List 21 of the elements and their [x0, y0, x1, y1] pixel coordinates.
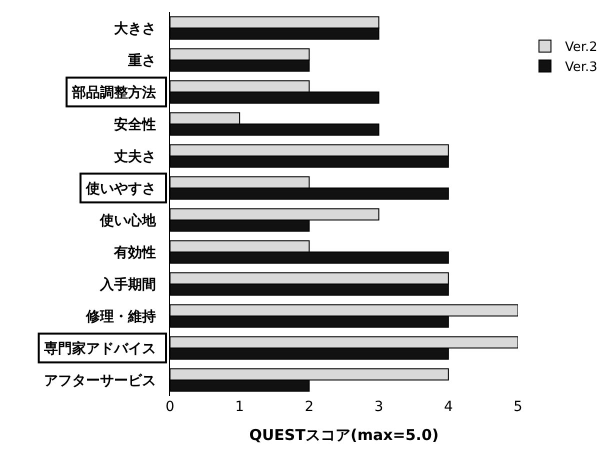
x-tick-label: 3 — [374, 399, 384, 415]
y-tick-label: 重さ — [127, 52, 156, 69]
y-tick-label: 専門家アドバイス — [43, 340, 156, 357]
y-tick-label: 使いやすさ — [85, 180, 156, 197]
x-tick-label: 2 — [304, 399, 314, 415]
x-tick-label: 5 — [514, 399, 522, 415]
legend-label: Ver.3 — [564, 60, 598, 76]
x-tick-label: 0 — [166, 399, 174, 415]
y-tick-label: 有効性 — [113, 244, 156, 261]
y-tick-label: 修理・維持 — [85, 308, 156, 325]
legend-label: Ver.2 — [564, 40, 598, 56]
y-tick-label: 部品調整方法 — [71, 84, 156, 101]
x-axis-title: QUESTスコア(max=5.0) — [249, 426, 439, 444]
y-tick-label: アフターサービス — [44, 372, 156, 389]
y-tick-label: 入手期間 — [99, 276, 156, 293]
y-tick-label: 大きさ — [114, 20, 156, 37]
y-tick-label: 使い心地 — [99, 212, 158, 229]
y-tick-label: 丈夫さ — [113, 148, 156, 165]
x-tick-label: 1 — [235, 399, 244, 415]
y-tick-label: 安全性 — [114, 116, 156, 133]
x-tick-label: 4 — [444, 399, 453, 415]
